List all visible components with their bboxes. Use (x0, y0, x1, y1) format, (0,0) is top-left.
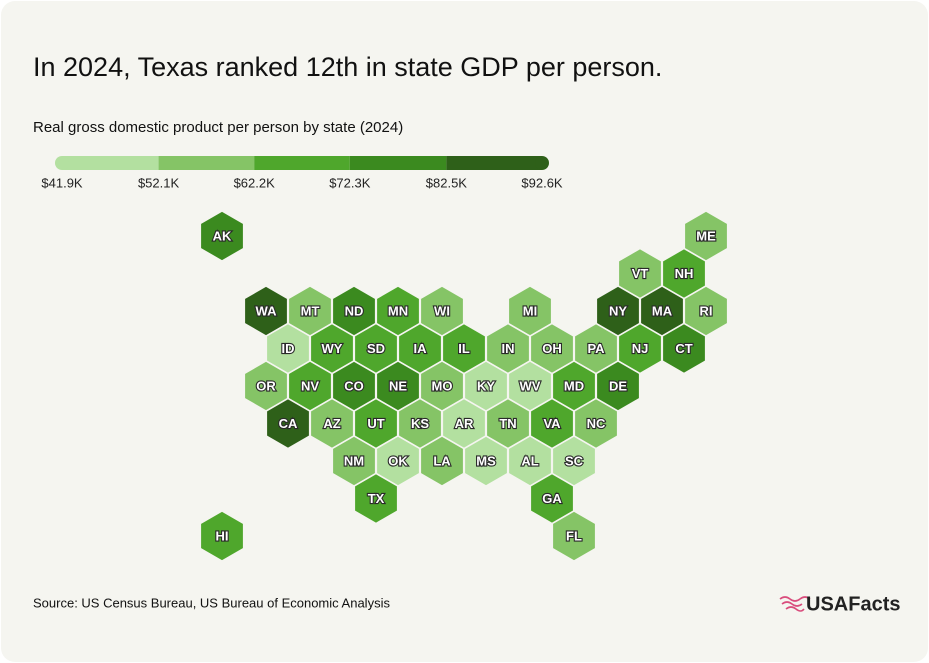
state-label: VA (543, 416, 561, 431)
legend-tick-label: $62.2K (234, 175, 276, 190)
chart-subtitle: Real gross domestic product per person b… (33, 119, 403, 136)
state-label: VT (632, 266, 649, 281)
state-hex (551, 510, 597, 562)
logo: USAFacts (806, 593, 900, 615)
state-label: ME (696, 228, 716, 243)
state-label: MT (301, 303, 320, 318)
state-label: MA (652, 303, 673, 318)
state-label: MO (432, 378, 453, 393)
state-label: AL (521, 453, 538, 468)
legend-tick-label: $41.9K (41, 175, 83, 190)
state-label: NC (587, 416, 606, 431)
state-hex (661, 322, 707, 375)
state-label: IA (414, 341, 428, 356)
state-label: SD (367, 341, 385, 356)
state-label: NH (675, 266, 694, 281)
state-label: WV (520, 378, 541, 393)
state-label: WI (434, 303, 450, 318)
legend-tick-label: $92.6K (521, 175, 563, 190)
legend-swatch (254, 156, 350, 170)
legend-cap (535, 156, 549, 170)
state-hex (353, 472, 399, 525)
state-label: WA (256, 303, 278, 318)
state-label: ND (345, 303, 364, 318)
state-label: DE (609, 378, 627, 393)
state-hex (199, 210, 245, 262)
state-label: AK (213, 228, 232, 243)
state-label: KS (411, 416, 429, 431)
state-label: LA (433, 453, 451, 468)
state-label: AZ (323, 416, 340, 431)
state-label: TN (499, 416, 516, 431)
state-label: NV (301, 378, 319, 393)
state-label: GA (542, 491, 562, 506)
state-label: HI (216, 528, 229, 543)
state-label: CA (279, 416, 298, 431)
state-label: NE (389, 378, 407, 393)
legend-swatch (62, 156, 159, 170)
state-label: IN (502, 341, 515, 356)
state-label: AR (455, 416, 474, 431)
logo-icon (779, 596, 811, 612)
state-label: ID (282, 341, 295, 356)
state-hex (199, 510, 245, 562)
state-label: MD (564, 378, 584, 393)
state-label: NJ (632, 341, 649, 356)
state-label: TX (368, 491, 385, 506)
state-label: WY (322, 341, 343, 356)
state-label: CO (344, 378, 364, 393)
state-label: NM (344, 453, 364, 468)
state-label: UT (367, 416, 384, 431)
state-label: PA (587, 341, 605, 356)
state-label: SC (565, 453, 584, 468)
legend-swatch (158, 156, 255, 170)
chart-title: In 2024, Texas ranked 12th in state GDP … (33, 52, 662, 82)
legend-swatch (446, 156, 542, 170)
state-label: MN (388, 303, 408, 318)
state-label: KY (477, 378, 495, 393)
state-label: MS (476, 453, 496, 468)
legend-tick-label: $52.1K (138, 175, 180, 190)
state-label: CT (675, 341, 692, 356)
legend-swatch (349, 156, 447, 170)
state-label: OK (388, 453, 408, 468)
state-label: MI (523, 303, 537, 318)
source: Source: US Census Bureau, US Bureau of E… (33, 595, 390, 610)
state-label: RI (700, 303, 713, 318)
state-label: OH (542, 341, 562, 356)
state-label: IL (458, 341, 470, 356)
legend-tick-label: $72.3K (329, 175, 371, 190)
legend-tick-label: $82.5K (426, 175, 468, 190)
state-label: NY (609, 303, 627, 318)
state-label: FL (566, 528, 582, 543)
state-label: OR (256, 378, 276, 393)
legend-cap (55, 156, 69, 170)
